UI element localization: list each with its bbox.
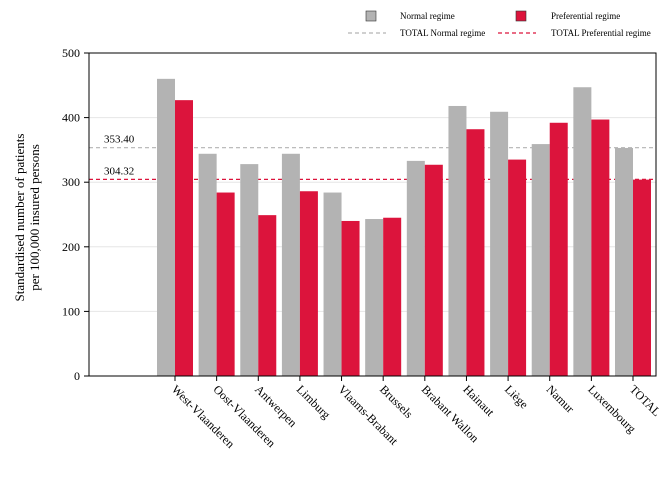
- y-tick-label: 500: [62, 46, 80, 60]
- bar-normal: [573, 87, 592, 376]
- reference-line-label: 353.40: [104, 134, 135, 146]
- bar-normal: [531, 144, 550, 376]
- y-tick-label: 300: [62, 175, 80, 189]
- bar-preferential: [383, 217, 402, 376]
- axes: [88, 52, 657, 377]
- bar-preferential: [591, 119, 610, 377]
- bar-preferential: [466, 129, 485, 376]
- y-axis-label-line: per 100,000 insured persons: [27, 144, 42, 291]
- x-tick-label: Brussels: [377, 382, 416, 421]
- bar-normal: [406, 160, 425, 376]
- bar-normal: [615, 147, 633, 376]
- y-tick-label: 100: [62, 304, 80, 318]
- legend-label: TOTAL Preferential regime: [551, 28, 651, 38]
- x-tick-label: Namur: [544, 382, 577, 415]
- bar-preferential: [633, 179, 651, 376]
- bar-preferential: [258, 215, 277, 376]
- bar-normal: [281, 153, 300, 376]
- reference-line-label: 304.32: [104, 165, 134, 177]
- x-tick-label: Limburg: [294, 382, 333, 421]
- bar-normal: [448, 105, 467, 377]
- legend-label: Preferential regime: [551, 11, 620, 21]
- bar-normal: [490, 111, 509, 376]
- bars: [157, 78, 651, 377]
- y-axis-label: Standardised number of patientsper 100,0…: [12, 134, 42, 302]
- bar-preferential: [424, 164, 443, 376]
- legend-swatch: [515, 10, 527, 22]
- bar-normal: [365, 219, 384, 376]
- bar-normal: [323, 192, 342, 376]
- y-tick-label: 400: [62, 111, 80, 125]
- bar-preferential: [549, 122, 568, 376]
- legend-swatch: [365, 10, 377, 22]
- bar-normal: [157, 78, 175, 376]
- y-tick-label: 200: [62, 240, 80, 254]
- bar-preferential: [299, 191, 318, 376]
- x-axis-labels: West-VlaanderenOost-VlaanderenAntwerpenL…: [169, 376, 664, 451]
- y-axis-ticks: 0 100 200 300 400 500: [62, 46, 89, 383]
- bar-preferential: [508, 159, 527, 376]
- legend-label: Normal regime: [400, 11, 455, 21]
- x-tick-label: TOTAL: [627, 382, 664, 419]
- y-tick-label: 0: [74, 369, 80, 383]
- plot-frame: [88, 52, 657, 377]
- bar-normal: [240, 164, 259, 376]
- legend-label: TOTAL Normal regime: [400, 28, 485, 38]
- bar-preferential: [216, 192, 235, 376]
- x-tick-label: Hainaut: [460, 382, 497, 419]
- y-axis-label-line: Standardised number of patients: [12, 134, 27, 302]
- bar-preferential: [341, 220, 360, 376]
- bar-normal: [198, 153, 217, 376]
- bar-preferential: [175, 100, 193, 377]
- legend: Normal regime Preferential regime TOTAL No…: [348, 10, 651, 38]
- x-tick-label: Liège: [502, 382, 531, 411]
